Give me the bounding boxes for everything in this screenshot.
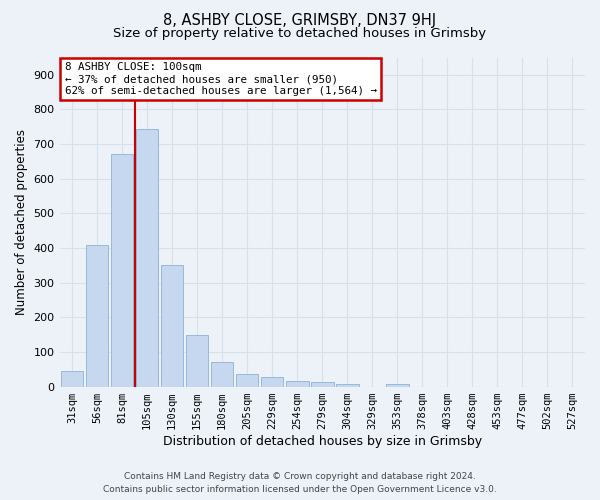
Bar <box>286 380 308 386</box>
Bar <box>211 362 233 386</box>
Text: Contains HM Land Registry data © Crown copyright and database right 2024.
Contai: Contains HM Land Registry data © Crown c… <box>103 472 497 494</box>
Bar <box>161 266 184 386</box>
Bar <box>336 384 359 386</box>
Text: 8, ASHBY CLOSE, GRIMSBY, DN37 9HJ: 8, ASHBY CLOSE, GRIMSBY, DN37 9HJ <box>163 12 437 28</box>
Bar <box>111 154 133 386</box>
Bar <box>61 371 83 386</box>
X-axis label: Distribution of detached houses by size in Grimsby: Distribution of detached houses by size … <box>163 434 482 448</box>
Bar <box>311 382 334 386</box>
Bar <box>386 384 409 386</box>
Bar <box>186 336 208 386</box>
Bar <box>136 128 158 386</box>
Bar <box>86 244 109 386</box>
Bar <box>236 374 259 386</box>
Text: 8 ASHBY CLOSE: 100sqm
← 37% of detached houses are smaller (950)
62% of semi-det: 8 ASHBY CLOSE: 100sqm ← 37% of detached … <box>65 62 377 96</box>
Y-axis label: Number of detached properties: Number of detached properties <box>15 129 28 315</box>
Bar <box>261 377 283 386</box>
Text: Size of property relative to detached houses in Grimsby: Size of property relative to detached ho… <box>113 28 487 40</box>
